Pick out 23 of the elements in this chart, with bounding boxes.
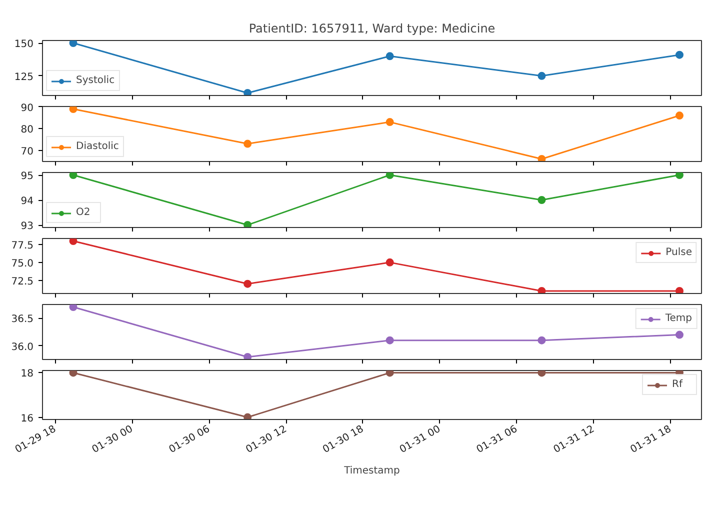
y-tick-label: 77.5 [11,240,34,252]
y-tick-label: 18 [20,368,34,380]
legend-label: Rf [672,379,684,390]
chart-title: PatientID: 1657911, Ward type: Medicine [248,22,496,36]
y-tick-label: 125 [14,72,34,83]
legend-label: Diastolic [76,141,119,152]
y-tick-label: 36.0 [11,342,34,353]
y-tick-label: 93 [20,221,34,232]
x-axis-title: Timestamp [343,465,400,476]
legend-label: O2 [76,207,92,218]
y-tick-label: 16 [20,413,34,424]
y-tick-label: 80 [20,124,34,136]
legend-label: Pulse [666,247,692,258]
legend-label: Temp [665,313,692,324]
y-tick-label: 90 [20,102,34,114]
y-tick-label: 36.5 [11,314,34,326]
y-tick-label: 72.5 [11,276,34,288]
y-tick-label: 70 [20,146,34,158]
legend-label: Systolic [76,75,115,86]
y-tick-label: 75.0 [11,258,34,270]
y-tick-label: 94 [20,196,34,207]
y-tick-label: 150 [14,39,34,50]
y-tick-label: 95 [20,171,34,182]
